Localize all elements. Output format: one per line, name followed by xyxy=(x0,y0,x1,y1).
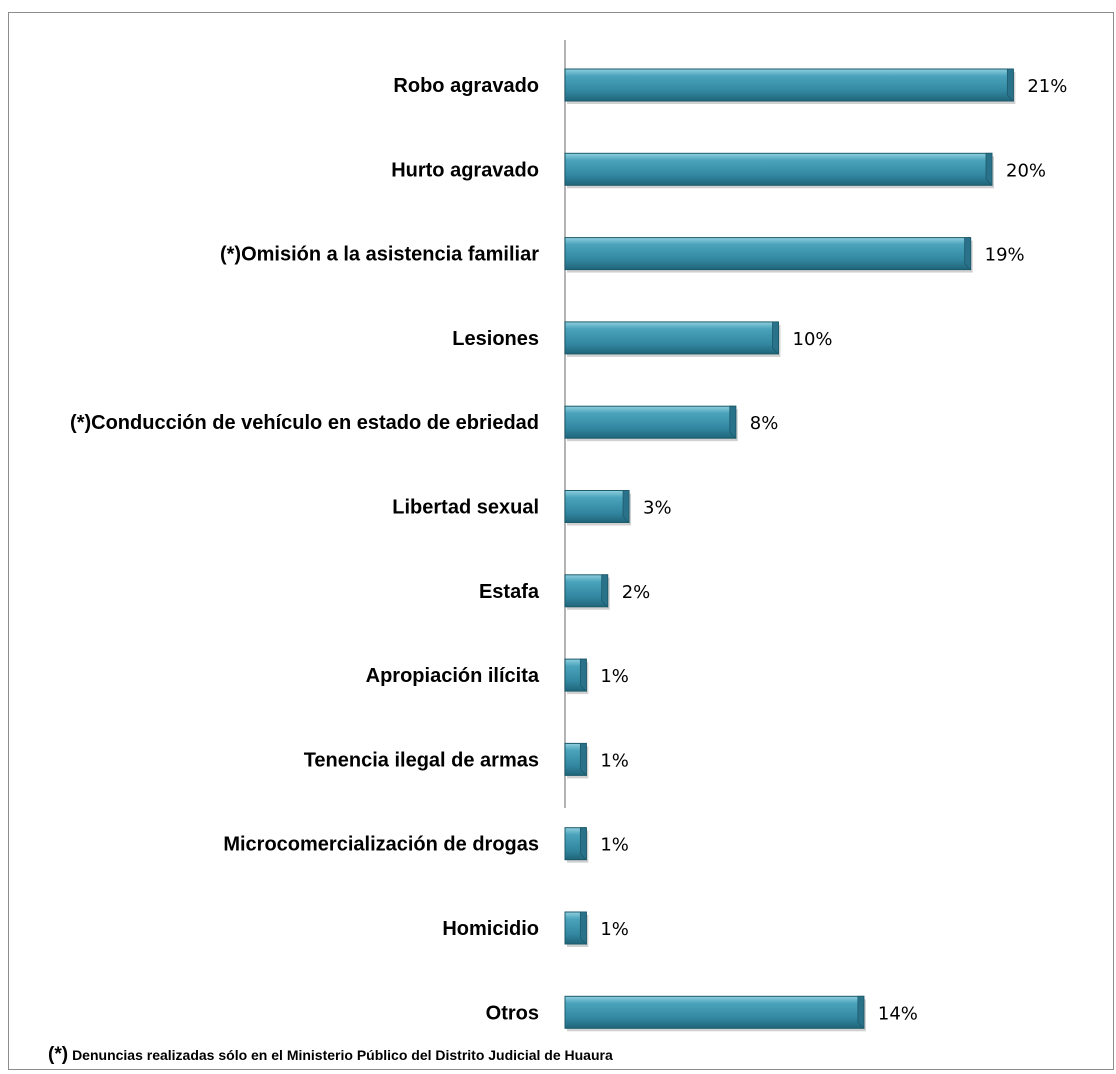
value-label: 1% xyxy=(600,750,629,771)
bar-end-bevel xyxy=(579,743,587,777)
bar-group xyxy=(564,152,994,189)
value-label: 3% xyxy=(643,498,672,519)
value-label: 20% xyxy=(1006,160,1046,181)
category-label: Microcomercialización de drogas xyxy=(223,834,539,856)
category-label: Libertad sexual xyxy=(392,497,539,519)
bar xyxy=(564,321,779,355)
bar xyxy=(564,152,993,186)
value-label: 2% xyxy=(622,582,651,603)
category-label: Apropiación ilícita xyxy=(366,665,540,687)
footnote-mark: (*) xyxy=(48,1044,69,1065)
value-label: 1% xyxy=(600,835,629,856)
bar-group xyxy=(564,68,1016,104)
category-label: Hurto agravado xyxy=(391,159,539,181)
category-label: (*)Conducción de vehículo en estado de e… xyxy=(70,412,539,434)
bar-end-bevel xyxy=(1006,68,1014,102)
bar xyxy=(564,237,972,271)
category-label: Robo agravado xyxy=(393,75,539,97)
value-label: 19% xyxy=(985,245,1025,266)
bar xyxy=(564,574,609,608)
bar-group xyxy=(564,995,866,1032)
bar-end-bevel xyxy=(985,152,993,187)
bar-group xyxy=(564,911,589,947)
bar-end-bevel xyxy=(729,405,737,440)
bar-end-bevel xyxy=(964,237,972,271)
bar-end-bevel xyxy=(579,911,587,945)
bar xyxy=(564,405,737,439)
category-label: (*)Omisión a la asistencia familiar xyxy=(220,244,539,266)
bar-group xyxy=(564,827,589,863)
footnote-text: Denuncias realizadas sólo en el Minister… xyxy=(72,1047,613,1063)
bar-group xyxy=(564,658,589,695)
value-label: 21% xyxy=(1027,76,1067,97)
bar-group xyxy=(564,490,632,526)
value-label: 8% xyxy=(750,413,779,434)
category-label: Otros xyxy=(486,1002,539,1024)
bar-group xyxy=(564,237,973,273)
footnote: (*) Denuncias realizadas sólo en el Minis… xyxy=(48,1044,613,1066)
bar-end-bevel xyxy=(579,827,587,861)
value-label: 10% xyxy=(793,329,833,350)
value-label: 1% xyxy=(600,919,629,940)
bar-end-bevel xyxy=(579,658,587,693)
category-label: Lesiones xyxy=(452,328,539,350)
value-label: 1% xyxy=(600,666,629,687)
bar xyxy=(564,490,630,523)
bar-end-bevel xyxy=(622,490,630,524)
bar-end-bevel xyxy=(601,574,609,608)
category-label: Tenencia ilegal de armas xyxy=(304,749,539,771)
category-label: Estafa xyxy=(479,581,540,603)
bar-group xyxy=(564,405,738,442)
bar-end-bevel xyxy=(857,995,865,1030)
bar xyxy=(564,68,1014,102)
category-label: Homicidio xyxy=(442,918,539,940)
bar-end-bevel xyxy=(772,321,779,355)
bar-group xyxy=(564,574,610,610)
bar-group xyxy=(564,321,781,357)
value-label: 14% xyxy=(878,1003,918,1024)
chart-frame xyxy=(8,12,1114,1070)
bar xyxy=(564,995,865,1029)
bar-group xyxy=(564,742,589,779)
